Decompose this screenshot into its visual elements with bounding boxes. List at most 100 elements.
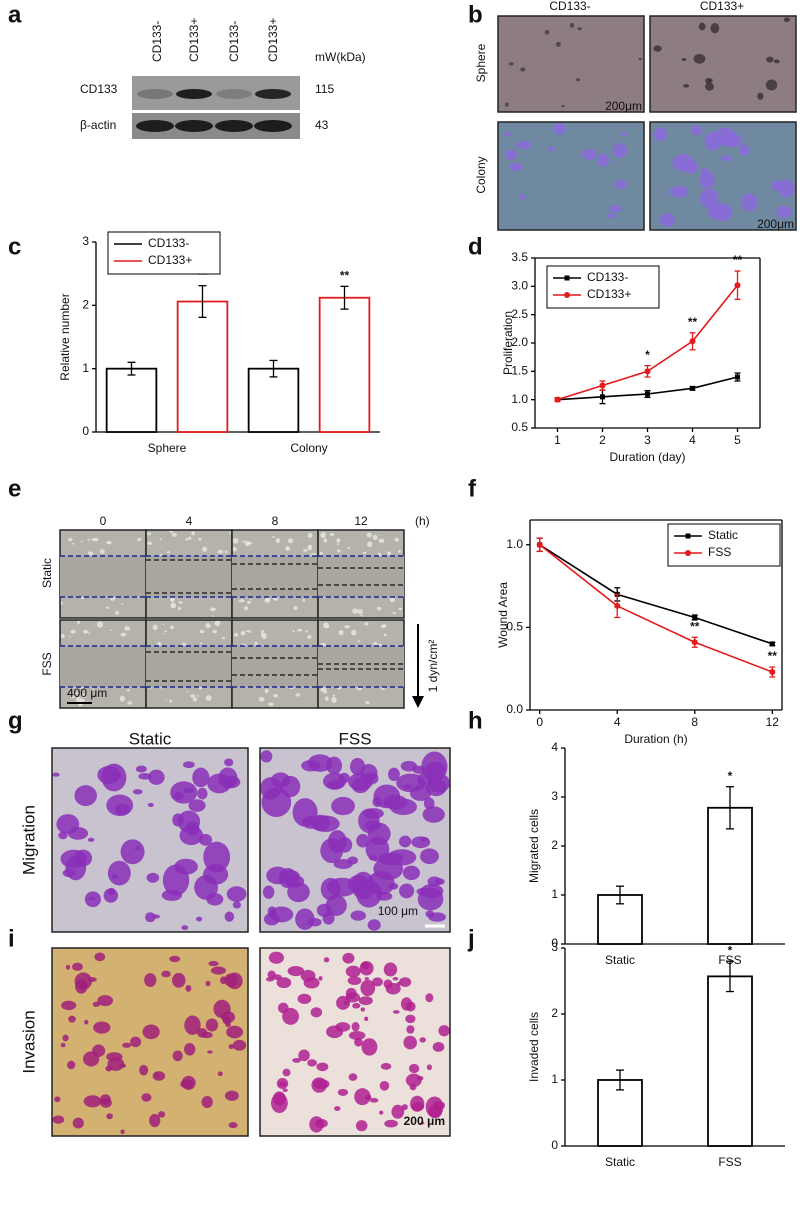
cell (272, 536, 276, 539)
image-layer (51, 15, 797, 1137)
row-label: Migration (19, 805, 38, 875)
y-tick-label: 2 (82, 298, 89, 312)
column-label: CD133+ (700, 0, 744, 13)
cell (232, 547, 237, 552)
cell (217, 549, 224, 554)
cell (221, 636, 226, 640)
cell (245, 630, 249, 633)
cell (380, 539, 384, 542)
marker (769, 669, 776, 675)
blot-band (176, 89, 212, 99)
cell (170, 781, 198, 804)
cell (54, 1096, 61, 1103)
cell (329, 532, 335, 536)
cell (309, 1116, 324, 1133)
cell (224, 973, 238, 987)
micrograph (650, 16, 796, 112)
cell (97, 995, 114, 1007)
cell (242, 540, 246, 543)
cell (364, 1016, 369, 1022)
cell (420, 1121, 425, 1125)
cell (331, 796, 355, 816)
y-tick-label: 1 (82, 361, 89, 375)
cell (356, 833, 370, 848)
cell (408, 1063, 420, 1074)
y-axis-label: Wound Area (496, 582, 510, 648)
cell (186, 690, 189, 692)
cell (412, 765, 426, 774)
y-tick-label: 1.0 (506, 537, 523, 551)
cell (69, 636, 72, 638)
cell (503, 132, 512, 137)
cell (380, 624, 387, 629)
cell (608, 205, 622, 213)
cell (262, 885, 275, 899)
cell (137, 538, 142, 542)
time-label: 4 (186, 514, 193, 528)
cell (198, 538, 202, 541)
cell (350, 757, 366, 776)
cell (399, 977, 412, 987)
micrograph-frame (497, 121, 645, 231)
cell (88, 632, 91, 635)
cell (258, 696, 265, 702)
cell (141, 1093, 152, 1102)
cell (307, 1059, 317, 1067)
blot-row-label: CD133 (80, 82, 118, 96)
cell (301, 759, 321, 772)
cell (224, 1090, 239, 1101)
cell (203, 841, 231, 873)
cell (681, 58, 687, 61)
y-tick-label: 3 (551, 940, 558, 954)
cell (120, 632, 127, 637)
cell (372, 534, 378, 541)
blot-row-label: β-actin (80, 118, 116, 132)
cell (254, 641, 258, 646)
cell (52, 1115, 65, 1124)
x-tick-label: 1 (554, 433, 561, 447)
cell (388, 882, 399, 890)
cell (61, 1000, 77, 1011)
cell (581, 148, 597, 160)
wound-gap (318, 646, 404, 687)
cell (420, 883, 444, 899)
marker (689, 338, 696, 345)
cell (87, 837, 95, 842)
cell (345, 965, 361, 978)
cell (226, 886, 247, 902)
panel-letter: i (8, 925, 15, 952)
legend-marker (685, 533, 691, 539)
cell (99, 1094, 111, 1105)
scale-bar-label: 200μm (757, 217, 794, 231)
y-tick-label: 1 (551, 1072, 558, 1086)
blot-band (255, 89, 291, 99)
cell (260, 633, 264, 636)
y-tick-label: 0.5 (511, 420, 528, 434)
cell (556, 41, 561, 47)
cell (700, 167, 710, 178)
cell (409, 1083, 417, 1091)
cell (372, 977, 383, 987)
cell (70, 629, 76, 634)
cell (394, 537, 400, 542)
cell (354, 1088, 371, 1106)
cell (379, 1080, 390, 1091)
cell (200, 642, 203, 645)
cell (432, 1042, 445, 1052)
lane-label: CD133+ (266, 18, 280, 62)
y-tick-label: 1 (551, 887, 558, 901)
row-label: Colony (474, 156, 488, 193)
cell (392, 977, 399, 981)
series-line (539, 544, 773, 645)
cell (310, 1007, 323, 1018)
cell (576, 78, 581, 82)
cell (191, 531, 195, 536)
cell (147, 802, 154, 808)
cell (659, 213, 675, 227)
cell (172, 972, 186, 988)
significance: ** (733, 253, 743, 267)
cell (350, 910, 366, 921)
cell (303, 548, 308, 552)
cell (419, 1037, 426, 1043)
cell (139, 1064, 149, 1076)
